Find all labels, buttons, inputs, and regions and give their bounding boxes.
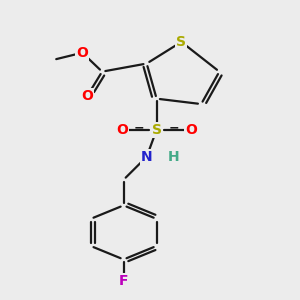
Text: O: O [116, 123, 128, 137]
Text: O: O [185, 123, 197, 137]
Text: S: S [152, 123, 162, 137]
Text: O: O [81, 89, 93, 103]
Text: N: N [141, 150, 152, 164]
Text: O: O [76, 46, 88, 60]
Text: S: S [176, 35, 186, 49]
Text: H: H [167, 150, 179, 164]
Text: =: = [169, 123, 179, 136]
Text: F: F [119, 274, 128, 288]
Text: =: = [134, 123, 145, 136]
